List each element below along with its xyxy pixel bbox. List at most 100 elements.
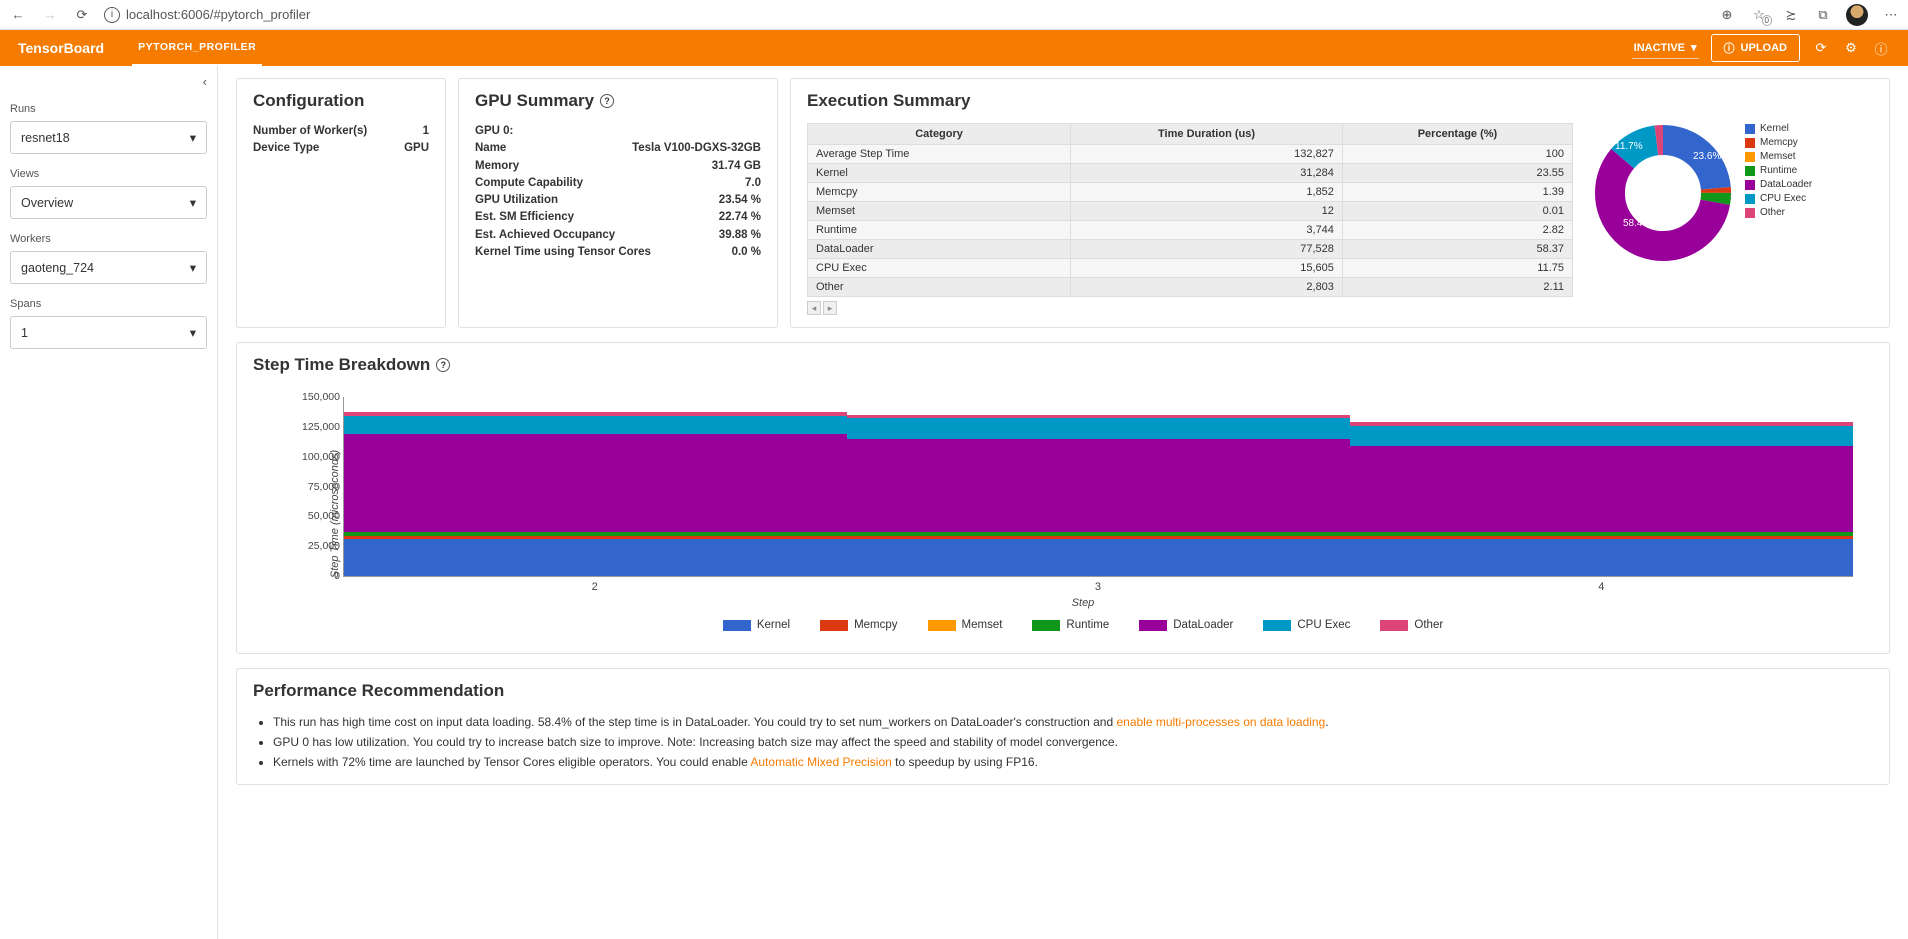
reload-icon[interactable]: ⟳ [1812,39,1830,57]
zoom-icon[interactable]: ⊕ [1718,6,1736,24]
address-bar[interactable]: i localhost:6006/#pytorch_profiler [104,7,310,23]
runs-value: resnet18 [21,131,70,145]
table-row: Memset120.01 [808,202,1573,221]
recommendation-link[interactable]: Automatic Mixed Precision [750,755,891,769]
legend-item: Memcpy [820,619,897,631]
help-icon[interactable]: ⓘ [1872,39,1890,57]
site-info-icon: i [104,7,120,23]
more-icon[interactable]: ⋯ [1882,6,1900,24]
table-row: DataLoader77,52858.37 [808,240,1573,259]
upload-icon: ⓘ [1724,40,1735,56]
recommendation-link[interactable]: enable multi-processes on data loading [1116,715,1325,729]
table-header: Percentage (%) [1342,124,1572,145]
table-pager[interactable]: ◂▸ [807,301,1573,315]
bar-segment-dataloader [1350,446,1853,532]
ytick: 125,000 [292,421,340,433]
step-bar [1350,397,1853,576]
step-bar [344,397,847,576]
gpu-row: Kernel Time using Tensor Cores0.0 % [475,244,761,261]
step-bar [847,397,1350,576]
help-icon[interactable]: ? [436,358,450,372]
donut-label: 11.7% [1615,141,1643,152]
step-time-title: Step Time Breakdown? [253,355,1873,375]
sidebar: ‹ Runs resnet18 ▾ Views Overview ▾ Worke… [0,66,218,939]
gpu-row: Memory31.74 GB [475,158,761,175]
gpu-row: Est. Achieved Occupancy39.88 % [475,227,761,244]
bar-segment-dataloader [847,439,1350,532]
upload-button[interactable]: ⓘ UPLOAD [1711,34,1800,62]
profile-avatar[interactable] [1846,4,1868,26]
legend-item: Memset [928,619,1003,631]
table-row: Memcpy1,8521.39 [808,183,1573,202]
configuration-card: Configuration Number of Worker(s)1Device… [236,78,446,328]
spans-label: Spans [10,298,207,310]
bar-segment-memcpy [344,536,847,538]
spans-select[interactable]: 1 ▾ [10,316,207,349]
execution-summary-title: Execution Summary [807,91,1873,111]
legend-item: DataLoader [1139,619,1233,631]
gpu-heading: GPU 0: [475,123,761,140]
config-row: Device TypeGPU [253,140,429,157]
legend-item: DataLoader [1745,179,1812,190]
app-logo: TensorBoard [18,40,104,56]
donut-label: 58.4% [1623,218,1651,229]
settings-icon[interactable]: ⚙ [1842,39,1860,57]
ytick: 100,000 [292,451,340,463]
runs-select[interactable]: resnet18 ▾ [10,121,207,154]
bar-segment-other [847,415,1350,418]
recommendation-item: GPU 0 has low utilization. You could try… [273,733,1873,753]
workers-select[interactable]: gaoteng_724 ▾ [10,251,207,284]
views-select[interactable]: Overview ▾ [10,186,207,219]
bar-segment-kernel [847,539,1350,576]
gpu-row: Compute Capability7.0 [475,175,761,192]
bar-segment-memcpy [847,536,1350,538]
config-row: Number of Worker(s)1 [253,123,429,140]
chevron-down-icon: ▾ [190,130,196,145]
reading-list-icon[interactable]: ≿ [1782,6,1800,24]
legend-item: Runtime [1745,165,1812,176]
step-time-chart: Step Time (microseconds) 025,00050,00075… [253,387,1873,641]
bar-segment-runtime [847,532,1350,536]
step-time-card: Step Time Breakdown? Step Time (microsec… [236,342,1890,654]
url-text: localhost:6006/#pytorch_profiler [126,7,310,22]
legend-item: Memcpy [1745,137,1812,148]
table-row: Kernel31,28423.55 [808,164,1573,183]
legend-item: Runtime [1032,619,1109,631]
legend-item: CPU Exec [1745,193,1812,204]
legend-item: Memset [1745,151,1812,162]
refresh-button[interactable]: ⟳ [72,5,92,25]
legend-item: Other [1380,619,1443,631]
favorites-icon[interactable]: ☆ [1750,6,1768,24]
table-header: Category [808,124,1071,145]
status-dropdown[interactable]: INACTIVE ▾ [1632,37,1699,59]
gpu-row: Est. SM Efficiency22.74 % [475,209,761,226]
ytick: 0 [292,570,340,582]
configuration-title: Configuration [253,91,429,111]
chevron-down-icon: ▾ [1691,41,1697,54]
collapse-sidebar-button[interactable]: ‹ [203,74,207,89]
help-icon[interactable]: ? [600,94,614,108]
back-button[interactable]: ← [8,5,28,25]
runs-label: Runs [10,103,207,115]
bar-segment-cpu exec [1350,426,1853,446]
bar-segment-cpu exec [847,418,1350,439]
ytick: 50,000 [292,510,340,522]
tab-pytorch-profiler[interactable]: PYTORCH_PROFILER [132,30,262,67]
chevron-down-icon: ▾ [190,325,196,340]
ytick: 75,000 [292,481,340,493]
gpu-summary-title: GPU Summary? [475,91,761,111]
bar-segment-dataloader [344,434,847,532]
status-label: INACTIVE [1634,42,1685,54]
chevron-down-icon: ▾ [190,195,196,210]
table-row: Runtime3,7442.82 [808,221,1573,240]
collections-icon[interactable]: ⧉ [1814,6,1832,24]
bar-segment-memcpy [1350,536,1853,538]
bar-segment-runtime [344,532,847,536]
legend-item: Other [1745,207,1812,218]
upload-label: UPLOAD [1741,42,1787,54]
gpu-row: GPU Utilization23.54 % [475,192,761,209]
table-row: CPU Exec15,60511.75 [808,259,1573,278]
forward-button[interactable]: → [40,5,60,25]
execution-summary-card: Execution Summary CategoryTime Duration … [790,78,1890,328]
performance-recommendation-card: Performance Recommendation This run has … [236,668,1890,785]
